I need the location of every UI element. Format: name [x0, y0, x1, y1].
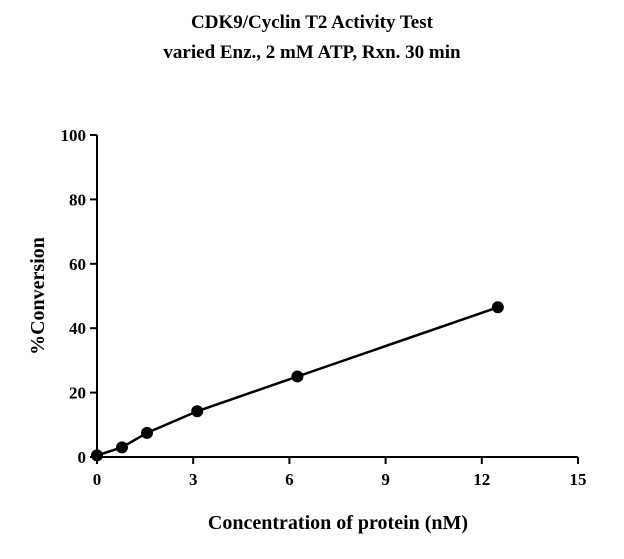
series-layer: [91, 301, 504, 462]
axes: 0 3 6 9 12 15 0 20 40 60 80 100: [61, 126, 587, 489]
data-point: [141, 426, 154, 439]
data-point: [191, 405, 204, 418]
x-axis-title: Concentration of protein (nM): [208, 512, 468, 534]
y-tick-label: 20: [69, 384, 86, 403]
y-tick-label: 60: [69, 255, 86, 274]
chart-subtitle: varied Enz., 2 mM ATP, Rxn. 30 min: [163, 42, 461, 63]
x-tick-label: 12: [473, 470, 490, 489]
x-tick-label: 9: [381, 470, 390, 489]
data-point: [116, 441, 129, 454]
y-tick-label: 80: [69, 190, 86, 209]
x-tick-label: 0: [93, 470, 102, 489]
y-tick-label: 40: [69, 319, 86, 338]
data-point: [491, 301, 504, 314]
x-tick-label: 6: [285, 470, 294, 489]
y-tick-label: 0: [78, 448, 87, 467]
x-tick-label: 3: [189, 470, 198, 489]
y-tick-label: 100: [61, 126, 87, 145]
y-axis-title: %Conversion: [27, 237, 49, 355]
data-point: [291, 370, 304, 383]
data-point: [91, 449, 103, 462]
chart-title: CDK9/Cyclin T2 Activity Test: [191, 12, 433, 33]
x-tick-label: 15: [570, 470, 587, 489]
